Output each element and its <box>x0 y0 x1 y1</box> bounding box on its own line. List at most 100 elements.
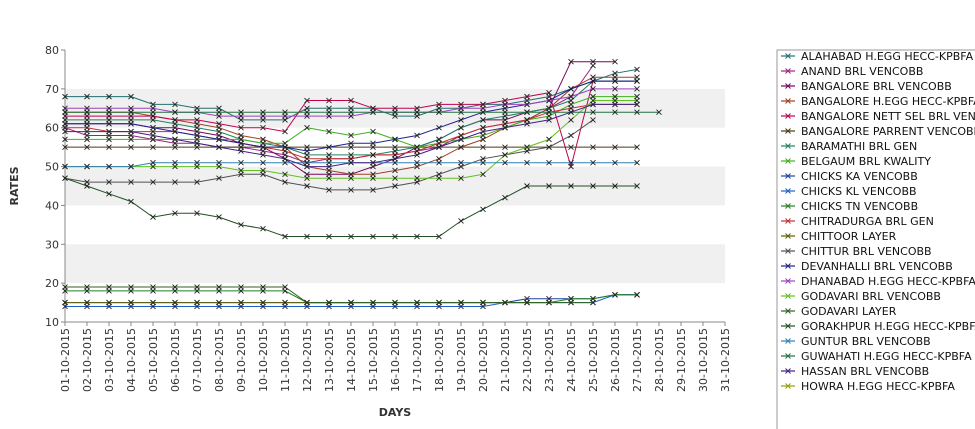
data-point <box>348 187 354 193</box>
data-point <box>326 233 332 240</box>
data-point <box>304 175 310 182</box>
data-point <box>348 132 354 139</box>
data-point <box>502 109 508 115</box>
data-point <box>612 183 618 189</box>
data-point <box>524 101 530 108</box>
x-tick-label: 28-10-2015 <box>653 328 666 392</box>
data-point <box>106 163 112 170</box>
x-tick-label: 30-10-2015 <box>697 328 710 392</box>
data-point <box>546 183 552 189</box>
legend-label: BANGALORE NETT SEL BRL VENCOBB <box>801 110 975 123</box>
series-18 <box>62 175 640 240</box>
data-point <box>106 299 112 306</box>
data-point <box>128 93 134 100</box>
legend-marker <box>785 368 791 374</box>
legend-label: HASSAN BRL VENCOBB <box>801 365 929 378</box>
data-point <box>634 101 640 108</box>
data-point <box>150 214 156 220</box>
data-point <box>304 109 310 115</box>
data-point <box>238 222 244 228</box>
legend-marker <box>785 68 791 74</box>
y-axis-ticks: 10 20 30 40 50 60 70 80 <box>45 44 65 329</box>
data-point <box>260 144 266 150</box>
x-tick-label: 21-10-2015 <box>499 328 512 392</box>
data-point <box>194 132 200 139</box>
data-point <box>282 128 288 135</box>
data-point <box>634 109 640 115</box>
data-point <box>304 124 310 131</box>
data-point <box>392 167 398 174</box>
data-point <box>62 109 68 115</box>
legend-marker <box>785 113 791 119</box>
data-point <box>106 284 112 290</box>
data-point <box>282 179 288 185</box>
series-line <box>65 61 615 175</box>
data-point <box>260 152 266 158</box>
data-point <box>106 121 112 127</box>
legend-marker <box>785 218 791 224</box>
legend-label: BANGALORE PARRENT VENCOBB <box>801 125 975 138</box>
legend-marker <box>785 278 791 284</box>
data-point <box>458 175 464 182</box>
legend-marker <box>785 263 791 269</box>
x-tick-label: 23-10-2015 <box>543 328 556 392</box>
data-point <box>436 144 442 150</box>
legend-marker <box>785 338 791 344</box>
y-tick-label: 20 <box>45 277 59 290</box>
y-tick-label: 30 <box>45 238 59 251</box>
data-point <box>634 291 640 298</box>
legend-marker <box>785 233 791 239</box>
data-point <box>216 175 222 182</box>
x-tick-label: 10-10-2015 <box>257 328 270 392</box>
data-point <box>546 109 552 115</box>
data-point <box>502 144 508 150</box>
series-21 <box>62 101 640 170</box>
series-17 <box>62 284 596 306</box>
data-point <box>546 97 552 104</box>
data-point <box>194 210 200 217</box>
data-point <box>84 163 90 170</box>
legend-label: CHICKS TN VENCOBB <box>801 200 918 213</box>
data-point <box>590 117 596 123</box>
data-point <box>150 299 156 306</box>
data-point <box>216 109 222 115</box>
data-point <box>172 179 178 185</box>
legend-label: DHANABAD H.EGG HECC-KPBFA <box>801 275 975 288</box>
x-tick-label: 05-10-2015 <box>147 328 160 392</box>
data-point <box>194 299 200 306</box>
legend: ALAHABAD H.EGG HECC-KPBFA ANAND BRL VENCO… <box>776 49 975 429</box>
data-point <box>194 159 200 166</box>
legend-label: ALAHABAD H.EGG HECC-KPBFA <box>801 50 974 63</box>
data-point <box>128 198 134 205</box>
data-point <box>304 233 310 240</box>
x-tick-label: 18-10-2015 <box>433 328 446 392</box>
data-point <box>502 299 508 306</box>
data-point <box>392 175 398 182</box>
legend-marker <box>785 353 791 359</box>
data-point <box>348 299 354 306</box>
x-tick-label: 26-10-2015 <box>609 328 622 392</box>
data-point <box>150 179 156 185</box>
data-point <box>612 78 618 84</box>
data-point <box>436 175 442 182</box>
grid-band <box>65 244 725 284</box>
data-point <box>612 159 618 166</box>
data-point <box>370 128 376 135</box>
data-point <box>304 97 310 104</box>
legend-label: CHITRADURGA BRL GEN <box>801 215 934 228</box>
data-point <box>260 299 266 306</box>
data-point <box>84 121 90 127</box>
x-tick-label: 11-10-2015 <box>279 328 292 392</box>
data-point <box>106 136 112 143</box>
data-point <box>568 299 574 306</box>
data-point <box>194 124 200 131</box>
data-point <box>634 66 640 73</box>
data-point <box>414 299 420 306</box>
data-point <box>436 233 442 240</box>
x-tick-label: 29-10-2015 <box>675 328 688 392</box>
data-point <box>612 101 618 108</box>
legend-marker <box>785 83 791 89</box>
legend-label: GUWAHATI H.EGG HECC-KPBFA <box>801 350 972 363</box>
data-point <box>568 159 574 166</box>
data-point <box>172 136 178 143</box>
